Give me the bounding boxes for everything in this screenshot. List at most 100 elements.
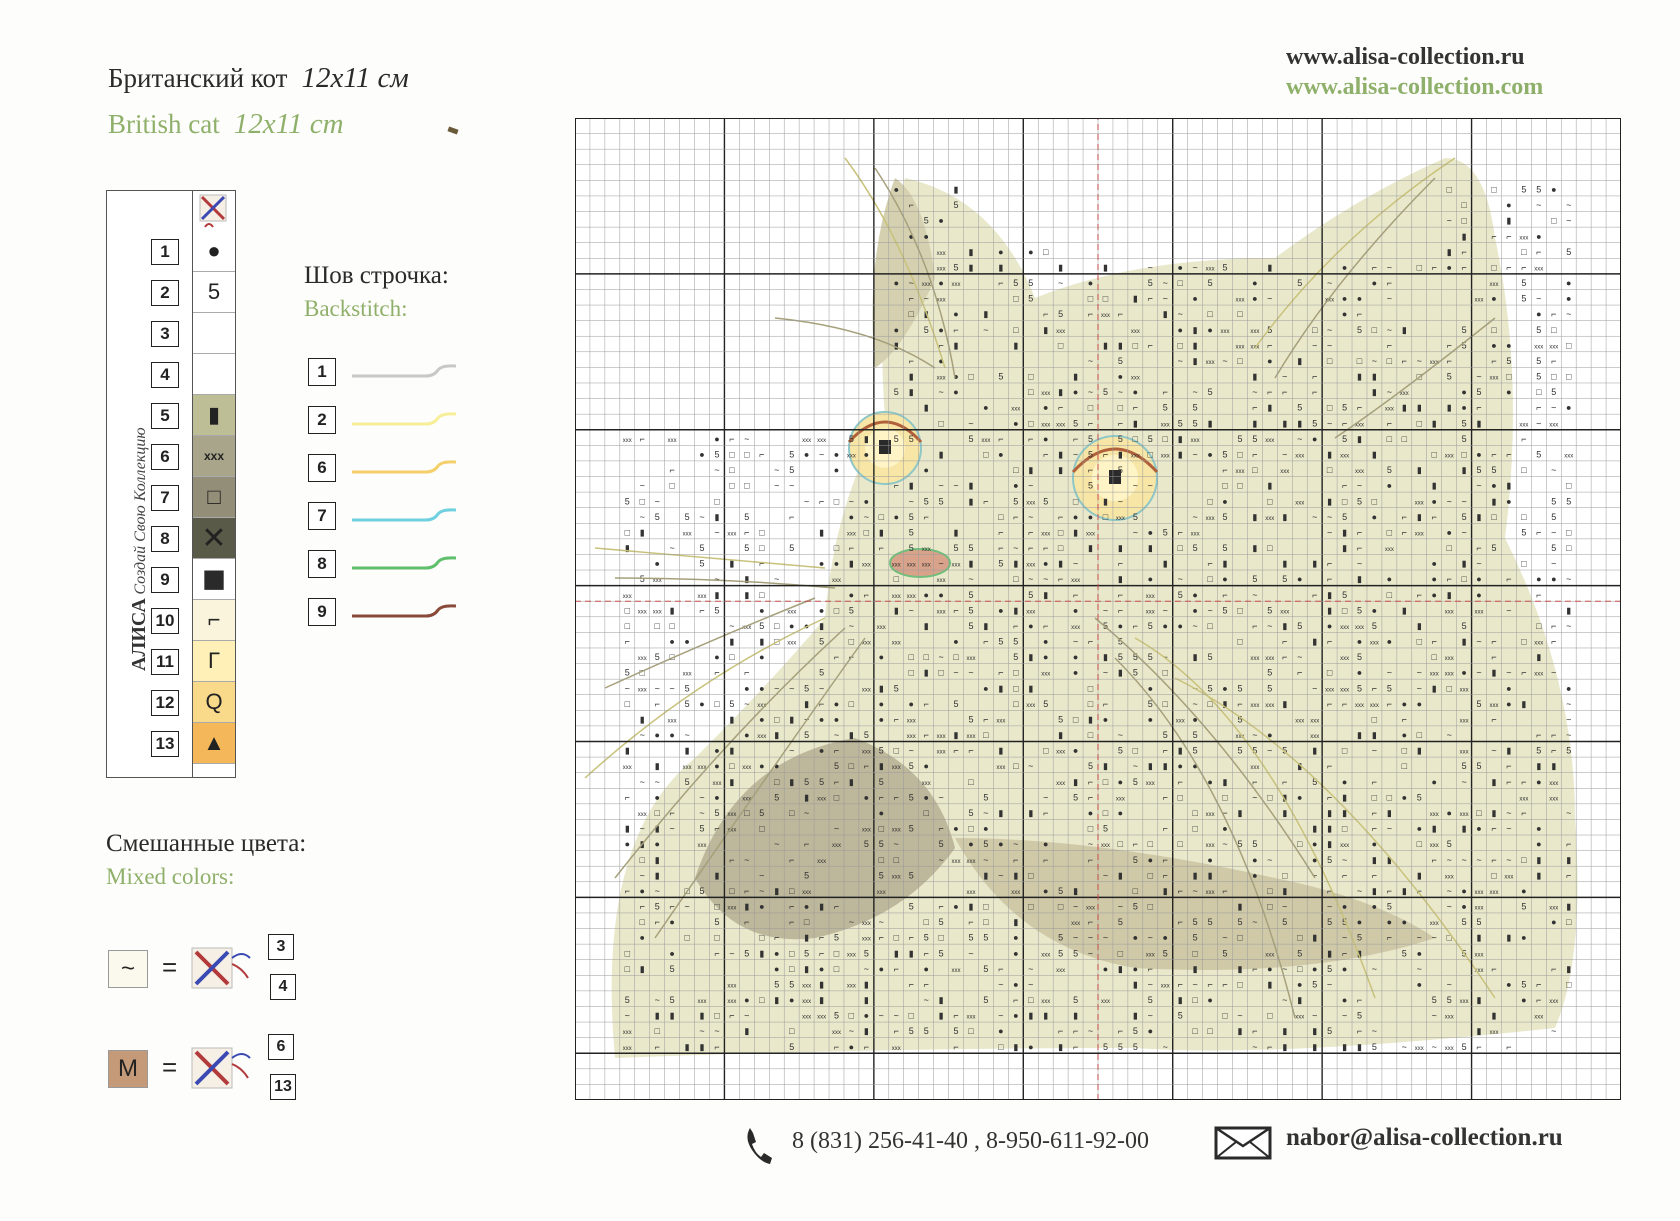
svg-text:xxx: xxx — [1161, 422, 1170, 428]
thread-swatch — [352, 604, 457, 618]
svg-text:5: 5 — [1252, 574, 1257, 584]
svg-text:5: 5 — [939, 839, 944, 849]
svg-text:~: ~ — [1417, 356, 1422, 366]
svg-text:●: ● — [923, 590, 928, 600]
svg-text:⌐: ⌐ — [1432, 637, 1437, 647]
svg-text:⌐: ⌐ — [1476, 543, 1481, 553]
svg-text:⌐: ⌐ — [1222, 808, 1227, 818]
svg-text:●: ● — [1402, 730, 1407, 740]
email-link[interactable]: nabor@alisa-collection.ru — [1286, 1124, 1563, 1151]
svg-text:▮: ▮ — [1073, 777, 1078, 787]
svg-text:5: 5 — [924, 325, 929, 335]
svg-text:▮: ▮ — [1566, 855, 1571, 865]
svg-text:●: ● — [1222, 496, 1227, 506]
svg-text:□: □ — [1013, 294, 1019, 304]
svg-text:⌐: ⌐ — [714, 1042, 719, 1052]
svg-text:□: □ — [759, 995, 765, 1005]
svg-text:▮: ▮ — [1133, 1011, 1138, 1021]
svg-text:⌐: ⌐ — [640, 902, 645, 912]
svg-text:●: ● — [834, 450, 839, 460]
mixed-label-en: Mixed colors: — [106, 864, 235, 889]
svg-text:□: □ — [968, 372, 974, 382]
svg-text:▮: ▮ — [1058, 262, 1063, 272]
svg-text:⌐: ⌐ — [1282, 777, 1287, 787]
svg-text:●: ● — [1387, 917, 1392, 927]
svg-text:□: □ — [774, 777, 780, 787]
svg-text:~: ~ — [1252, 730, 1257, 740]
svg-text:⌐: ⌐ — [1357, 309, 1362, 319]
svg-text:□: □ — [923, 652, 929, 662]
svg-text:⌐: ⌐ — [998, 278, 1003, 288]
svg-text:□: □ — [1043, 247, 1049, 257]
svg-text:xxx: xxx — [698, 999, 707, 1005]
svg-text:●: ● — [1342, 902, 1347, 912]
svg-text:□: □ — [1536, 387, 1542, 397]
svg-text:~: ~ — [1566, 808, 1571, 818]
svg-text:⌐: ⌐ — [1073, 1026, 1078, 1036]
svg-text:xxx: xxx — [892, 594, 901, 600]
svg-text:~: ~ — [640, 481, 645, 491]
svg-text:5: 5 — [1103, 1042, 1108, 1052]
svg-text:⌐: ⌐ — [819, 948, 824, 958]
svg-text:⌐: ⌐ — [1372, 262, 1377, 272]
mixed-symbol: M — [108, 1050, 148, 1088]
svg-text:~: ~ — [909, 746, 914, 756]
svg-text:▮: ▮ — [1118, 870, 1123, 880]
svg-text:5: 5 — [909, 512, 914, 522]
svg-text:5: 5 — [1208, 683, 1213, 693]
svg-text:5: 5 — [804, 777, 809, 787]
svg-text:~: ~ — [1342, 855, 1347, 865]
url-com[interactable]: www.alisa-collection.com — [1286, 74, 1544, 100]
svg-text:▮: ▮ — [804, 933, 809, 943]
svg-text:□: □ — [729, 761, 735, 771]
svg-text:●: ● — [1417, 824, 1422, 834]
svg-text:~: ~ — [1566, 699, 1571, 709]
svg-text:□: □ — [1222, 792, 1228, 802]
svg-text:5: 5 — [1521, 185, 1526, 195]
svg-text:□: □ — [1177, 543, 1183, 553]
svg-text:▮: ▮ — [729, 715, 734, 725]
svg-text:5: 5 — [1342, 403, 1347, 413]
svg-text:5: 5 — [939, 948, 944, 958]
svg-text:□: □ — [983, 730, 989, 740]
svg-text:▮: ▮ — [1163, 761, 1168, 771]
svg-text:▮: ▮ — [849, 730, 854, 740]
svg-text:5: 5 — [1267, 325, 1272, 335]
svg-text:5: 5 — [834, 1011, 839, 1021]
svg-text:□: □ — [1028, 418, 1034, 428]
thread-swatch — [352, 556, 457, 570]
svg-text:xxx: xxx — [1549, 796, 1558, 802]
svg-text:□: □ — [1088, 294, 1094, 304]
url-ru[interactable]: www.alisa-collection.ru — [1286, 44, 1525, 70]
svg-text:▮: ▮ — [1312, 933, 1317, 943]
svg-text:●: ● — [1417, 980, 1422, 990]
svg-text:□: □ — [1342, 496, 1348, 506]
svg-text:●: ● — [759, 605, 764, 615]
svg-text:5: 5 — [1327, 917, 1332, 927]
svg-text:●: ● — [1521, 886, 1526, 896]
svg-text:●: ● — [1297, 980, 1302, 990]
svg-text:□: □ — [1013, 325, 1019, 335]
svg-text:⌐: ⌐ — [1178, 917, 1183, 927]
svg-text:~: ~ — [849, 917, 854, 927]
svg-text:~: ~ — [953, 668, 958, 678]
svg-text:⌐: ⌐ — [834, 1042, 839, 1052]
svg-text:⌐: ⌐ — [938, 902, 943, 912]
svg-text:~: ~ — [774, 683, 779, 693]
svg-text:●: ● — [1133, 387, 1138, 397]
svg-text:□: □ — [938, 668, 944, 678]
key-symbol — [193, 313, 235, 354]
svg-text:●: ● — [1073, 652, 1078, 662]
svg-text:xxx: xxx — [1549, 422, 1558, 428]
svg-text:⌐: ⌐ — [849, 543, 854, 553]
svg-text:⌐: ⌐ — [1073, 1042, 1078, 1052]
svg-text:5: 5 — [998, 559, 1003, 569]
svg-text:▮: ▮ — [1133, 418, 1138, 428]
svg-text:●: ● — [759, 715, 764, 725]
svg-text:▮: ▮ — [939, 450, 944, 460]
equals-sign: = — [162, 1052, 178, 1082]
svg-text:□: □ — [968, 824, 974, 834]
svg-text:5: 5 — [1342, 590, 1347, 600]
svg-text:~: ~ — [849, 621, 854, 631]
svg-text:●: ● — [1028, 1042, 1033, 1052]
